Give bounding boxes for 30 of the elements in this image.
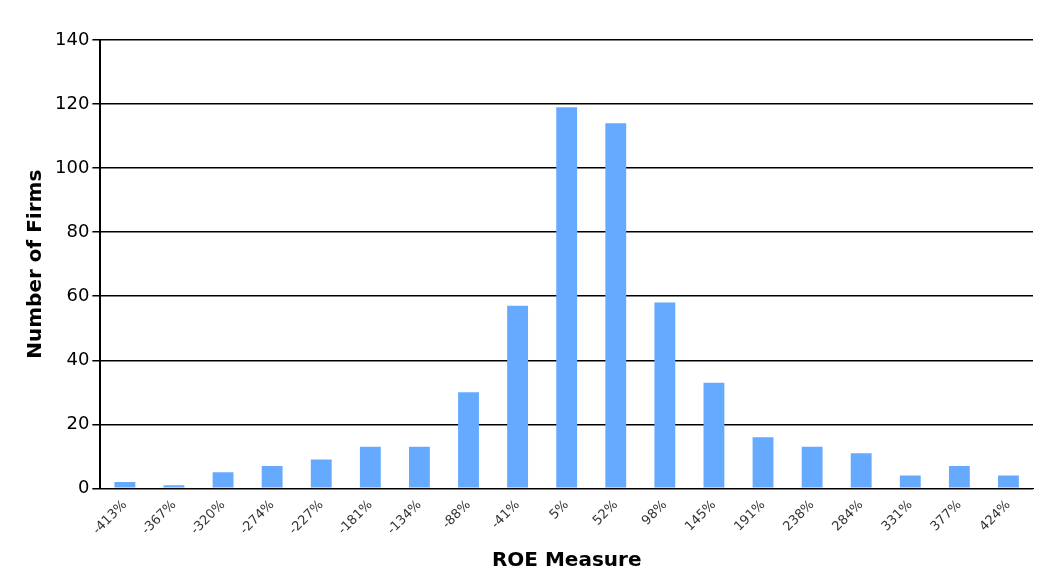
bar <box>948 465 970 488</box>
bar <box>507 305 529 488</box>
bar <box>163 485 185 488</box>
bar <box>261 465 283 488</box>
y-tick-label: 140 <box>55 27 90 49</box>
bar <box>703 382 725 488</box>
y-tick-label: 100 <box>55 155 90 177</box>
y-tick-label: 0 <box>77 476 90 498</box>
bar <box>114 481 136 488</box>
x-axis-title: ROE Measure <box>491 547 642 572</box>
bar <box>801 446 823 488</box>
bar <box>899 475 921 488</box>
bar <box>998 475 1019 488</box>
y-tick-label: 80 <box>66 219 90 241</box>
bar <box>605 123 627 488</box>
bar <box>310 459 332 488</box>
y-tick-label: 60 <box>66 283 90 305</box>
bar <box>752 437 774 488</box>
bar <box>359 446 381 488</box>
y-tick-label: 20 <box>66 411 90 433</box>
y-tick-label: 40 <box>66 347 90 369</box>
bar <box>408 446 430 488</box>
y-tick-label: 120 <box>55 91 90 113</box>
bar <box>850 453 872 488</box>
bar <box>654 302 676 488</box>
bar <box>458 392 479 488</box>
x-tick-label: 5% <box>546 496 572 522</box>
y-axis-title: Number of Firms <box>22 169 47 359</box>
bar <box>212 472 234 488</box>
bar <box>556 107 578 488</box>
